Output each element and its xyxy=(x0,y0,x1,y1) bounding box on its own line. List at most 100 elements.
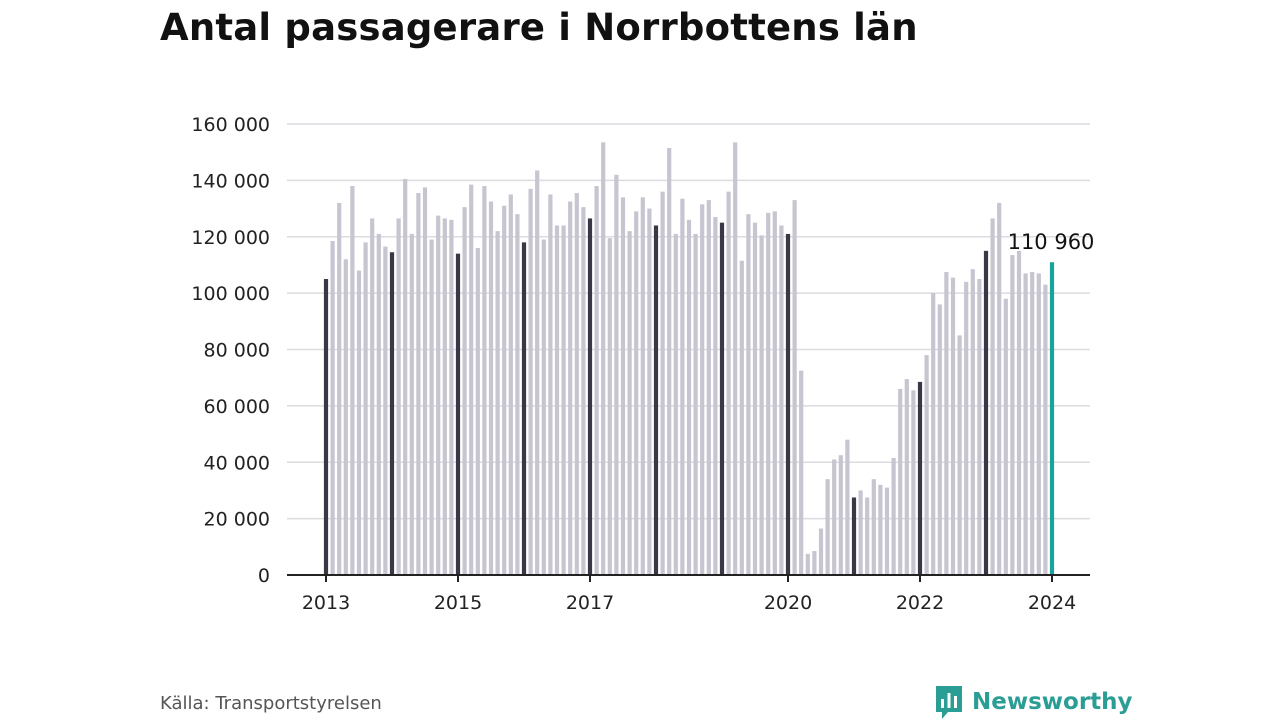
bar xyxy=(475,248,480,575)
bar xyxy=(759,235,764,575)
bar xyxy=(713,217,718,576)
bar xyxy=(825,479,830,575)
y-axis-tick-labels: 0 20 000 40 000 60 000 80 000 100 000 120 000 1… xyxy=(191,114,270,587)
bar xyxy=(779,225,784,575)
bar xyxy=(851,497,857,575)
bar xyxy=(502,205,507,575)
bar xyxy=(1030,271,1035,575)
bar xyxy=(832,459,837,575)
bar xyxy=(370,218,375,575)
bar xyxy=(356,270,362,575)
bar xyxy=(997,202,1002,576)
x-tick-label: 2024 xyxy=(1028,592,1076,614)
x-tick-label: 2022 xyxy=(896,592,944,614)
bar xyxy=(647,208,652,575)
bar xyxy=(983,250,989,575)
bar xyxy=(548,194,553,575)
bar xyxy=(878,484,883,575)
y-tick-label: 20 000 xyxy=(204,509,270,531)
bar xyxy=(1023,273,1028,575)
bar xyxy=(482,186,487,575)
bar xyxy=(568,201,573,575)
bar xyxy=(429,239,434,575)
bar xyxy=(911,390,916,575)
bar xyxy=(726,191,731,575)
bar xyxy=(977,279,982,575)
bar xyxy=(1010,255,1015,575)
bar xyxy=(541,239,546,575)
bar xyxy=(924,355,929,575)
x-tick-label: 2020 xyxy=(764,592,812,614)
bar xyxy=(1036,273,1041,575)
bar xyxy=(931,293,936,575)
bar xyxy=(752,222,758,575)
bar xyxy=(521,242,527,575)
bar xyxy=(667,147,672,575)
x-axis: 2013 2015 2017 2020 2022 2024 xyxy=(287,574,1090,614)
x-tick-label: 2017 xyxy=(566,592,614,614)
bar xyxy=(891,458,896,575)
bar xyxy=(706,200,711,575)
bar xyxy=(1043,284,1048,575)
bar xyxy=(442,218,447,575)
bar xyxy=(792,200,797,575)
value-label-latest: 110 960 xyxy=(1008,230,1095,254)
bar xyxy=(865,497,870,575)
bar xyxy=(733,142,738,575)
bar xyxy=(957,335,962,575)
bar xyxy=(858,490,863,575)
brand-name: Newsworthy xyxy=(972,689,1133,715)
bar xyxy=(515,214,520,575)
bar xyxy=(337,202,342,576)
bar xyxy=(488,201,494,575)
x-tick-label: 2013 xyxy=(302,592,350,614)
bar xyxy=(739,260,744,575)
bar xyxy=(561,225,566,575)
bar xyxy=(1016,250,1022,575)
bar-chart-speech-bubble-icon xyxy=(934,684,964,720)
bar xyxy=(904,379,909,575)
source-note: Källa: Transportstyrelsen xyxy=(160,693,382,714)
bar xyxy=(455,253,461,575)
bar xyxy=(396,218,401,575)
bar xyxy=(594,186,599,575)
bar xyxy=(950,277,956,575)
bar xyxy=(990,218,995,575)
bar xyxy=(607,238,612,576)
bar xyxy=(944,271,949,575)
bar xyxy=(323,279,329,575)
bar xyxy=(917,381,923,575)
bar xyxy=(528,188,533,576)
bar xyxy=(462,207,467,575)
bar xyxy=(700,204,705,575)
bar xyxy=(1003,298,1008,575)
x-tick-label: 2015 xyxy=(434,592,482,614)
bar xyxy=(719,222,725,575)
bar xyxy=(508,194,513,575)
bar-series xyxy=(323,142,1055,576)
bar xyxy=(574,193,579,575)
bar xyxy=(970,269,975,575)
bar xyxy=(653,225,659,575)
bar xyxy=(376,233,381,575)
bar xyxy=(601,142,606,575)
bar xyxy=(620,197,626,575)
y-tick-label: 60 000 xyxy=(204,396,270,418)
bar xyxy=(693,233,698,575)
bar xyxy=(554,225,560,575)
bar xyxy=(495,231,500,576)
bar xyxy=(871,479,876,575)
bar xyxy=(937,304,942,575)
bar xyxy=(785,233,791,575)
bar xyxy=(581,207,586,575)
bar xyxy=(350,186,355,575)
bar xyxy=(845,439,850,575)
y-tick-label: 100 000 xyxy=(191,283,270,305)
bar xyxy=(884,487,890,575)
bar xyxy=(416,193,421,575)
bar xyxy=(422,187,428,575)
bar xyxy=(799,370,804,575)
bar xyxy=(1049,262,1055,575)
bar xyxy=(772,211,777,575)
